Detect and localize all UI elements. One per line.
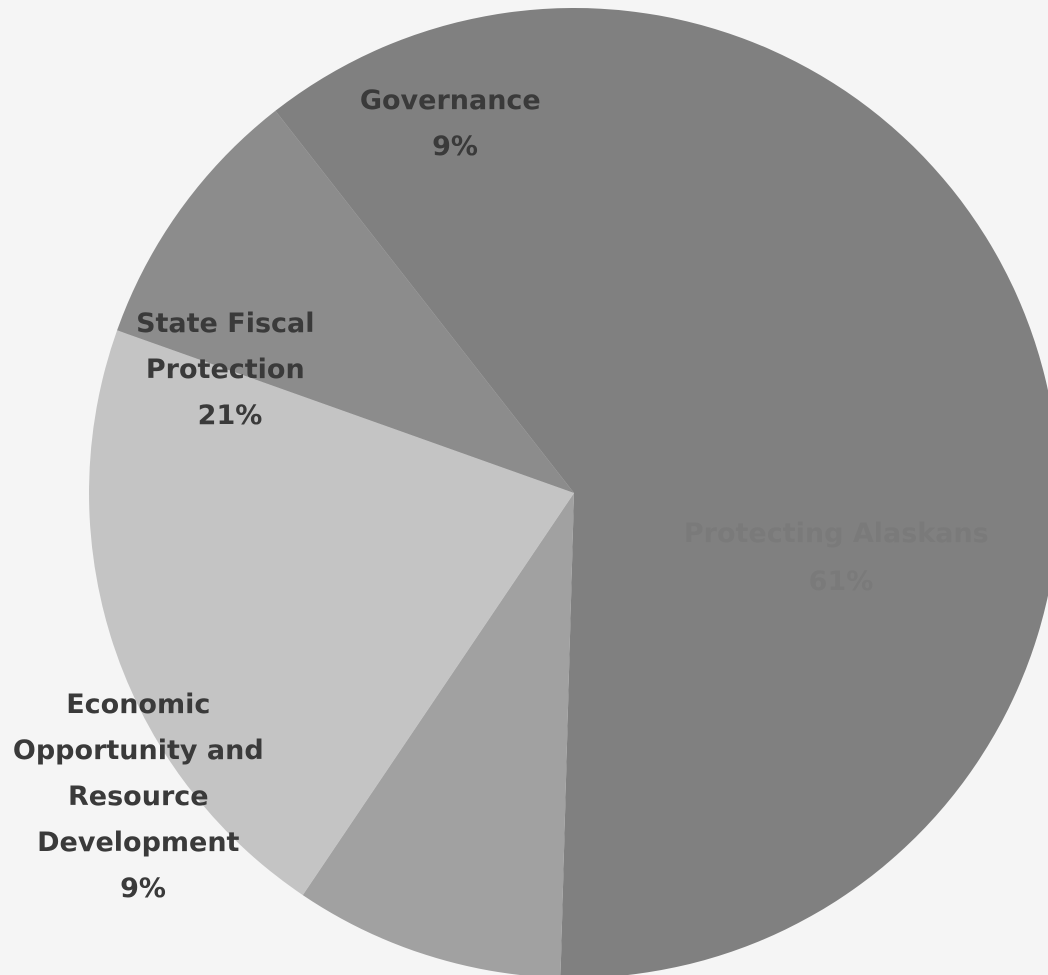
label-economic-line-2: Opportunity and (13, 735, 264, 766)
label-economic-line-3: Resource (68, 781, 209, 812)
label-state-fiscal-protection: State Fiscal Protection 21% (136, 308, 324, 431)
label-state-fiscal-percent: 21% (198, 400, 263, 431)
pie-slice-protecting-alaskans (275, 8, 1048, 975)
label-state-fiscal-line-1: State Fiscal (136, 308, 314, 339)
label-protecting-alaskans-percent: 61% (809, 566, 874, 597)
label-economic-line-1: Economic (66, 689, 210, 720)
label-governance: Governance 9% (360, 85, 550, 162)
pie-slice-governance (117, 110, 574, 493)
pie-slice-economic-opportunity-and-resource-development (302, 493, 574, 975)
label-economic-line-4: Development (37, 827, 239, 858)
label-state-fiscal-line-2: Protection (146, 354, 305, 385)
label-governance-line-1: Governance (360, 85, 541, 116)
pie-slice-state-fiscal-protection (89, 330, 574, 896)
pie-slices (89, 8, 1048, 975)
label-governance-percent: 9% (432, 131, 478, 162)
label-protecting-alaskans-line-1: Protecting Alaskans (684, 518, 989, 549)
label-economic-percent: 9% (120, 873, 166, 904)
label-economic-opportunity: Economic Opportunity and Resource Develo… (13, 689, 273, 904)
slice-labels: Protecting Alaskans 61% Economic Opportu… (13, 85, 998, 904)
label-protecting-alaskans: Protecting Alaskans 61% (684, 518, 998, 597)
